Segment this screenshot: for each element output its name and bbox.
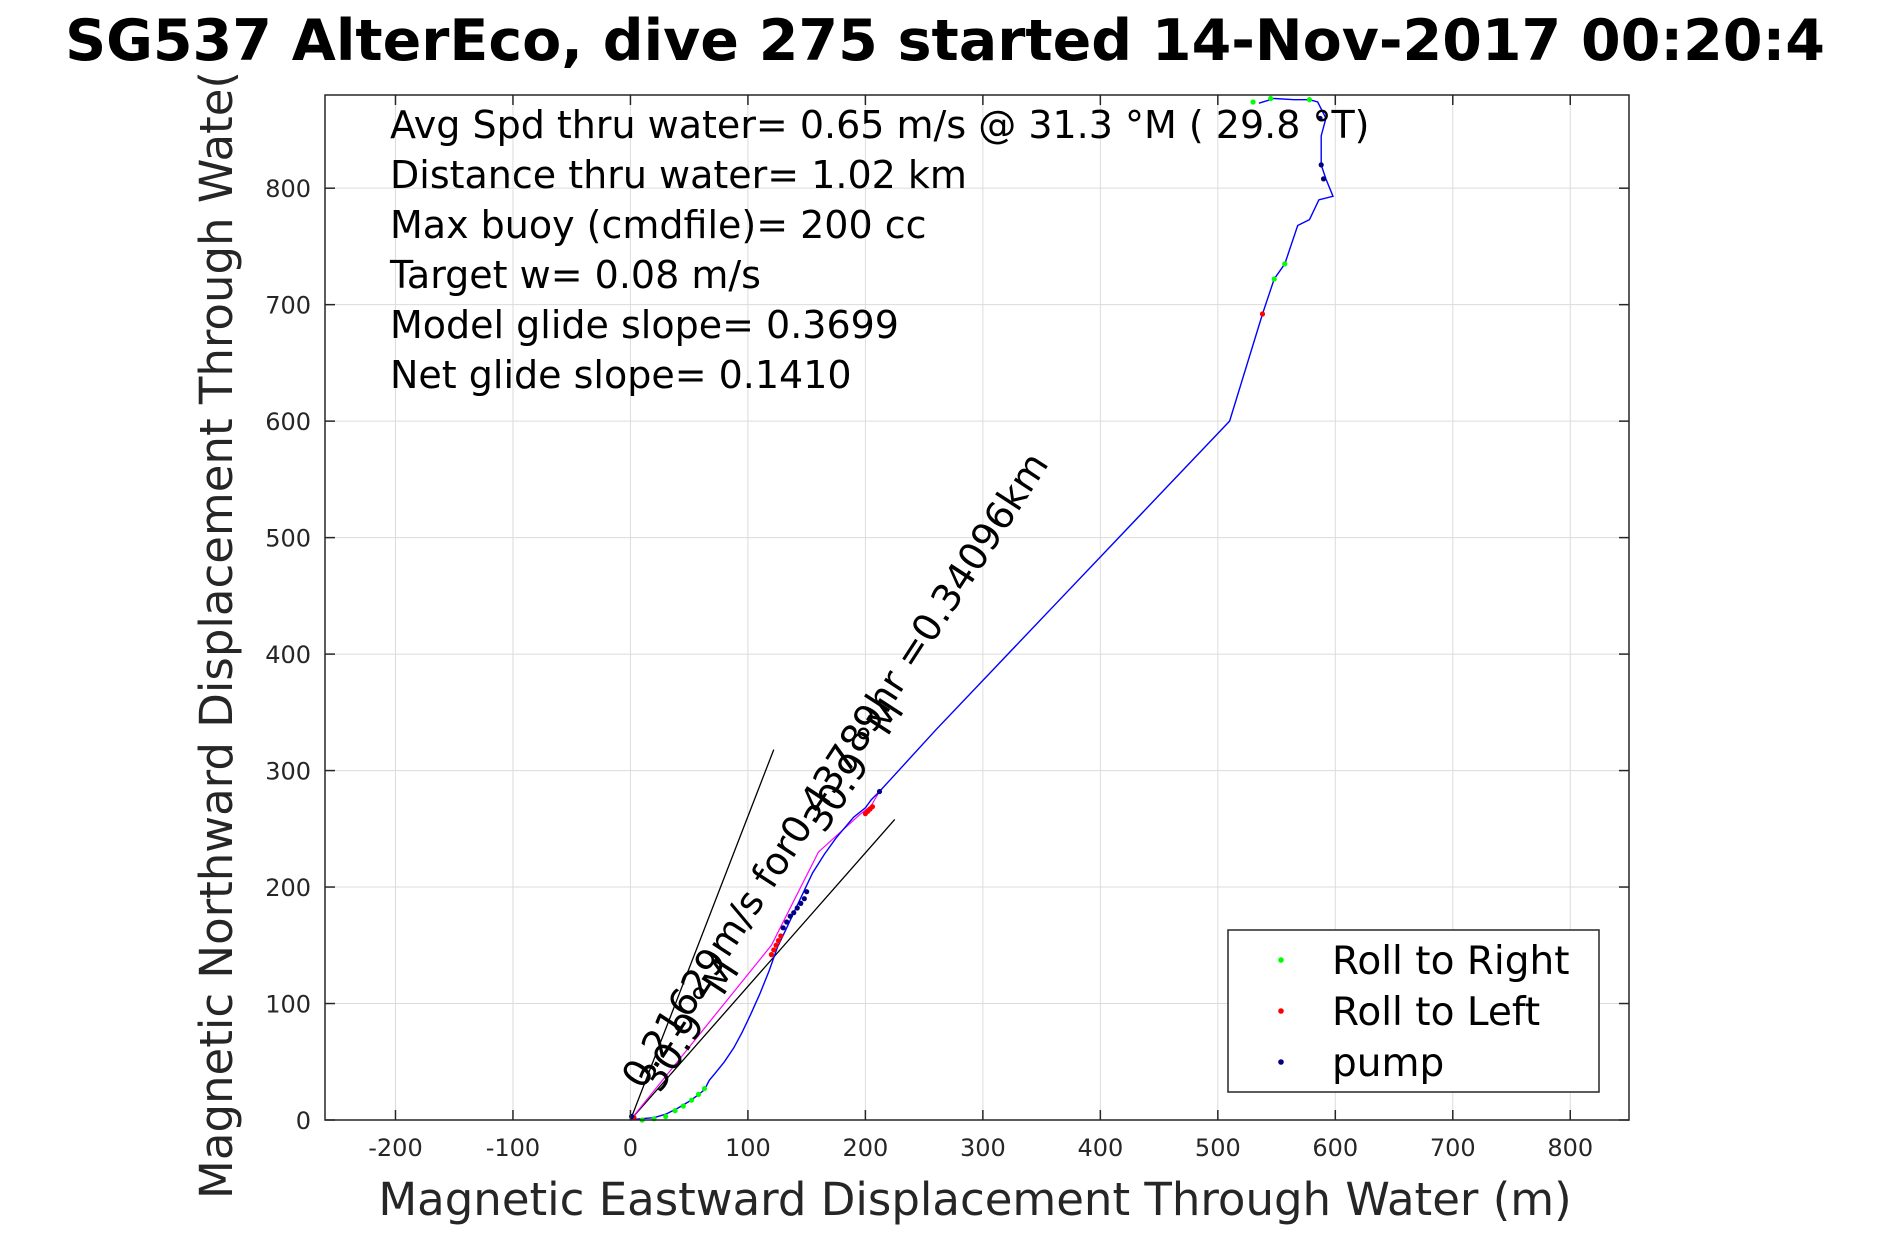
reference-line [629,749,775,1121]
info-line: Target w= 0.08 m/s [389,253,761,297]
legend-label: pump [1332,1041,1444,1086]
y-axis-label: Magnetic Northward Displacement Through … [190,71,243,1199]
marker-roll-to-right [1250,99,1256,105]
info-line: Avg Spd thru water= 0.65 m/s @ 31.3 °M (… [390,103,1370,147]
legend-label: Roll to Right [1332,939,1570,984]
marker-roll-to-left [773,942,779,948]
x-tick-label: 100 [725,1134,771,1162]
marker-pump [1320,176,1327,182]
marker-roll-to-left [869,804,876,810]
chart-title: SG537 AlterEco, dive 275 started 14-Nov-… [65,8,1825,74]
marker-roll-to-right [680,1103,686,1109]
x-tick-label: 500 [1195,1134,1241,1162]
y-tick-label: 0 [296,1107,311,1135]
y-tick-label: 800 [265,175,311,203]
marker-roll-to-left [1259,311,1266,317]
legend: Roll to Right Roll to Left pump [1227,929,1600,1093]
marker-pump [784,919,790,925]
marker-roll-to-right [701,1085,708,1092]
marker-pump [787,913,793,919]
marker-pump [798,900,804,906]
x-tick-label: -100 [486,1134,540,1162]
marker-roll-to-left [771,947,777,953]
info-line: Model glide slope= 0.3699 [390,303,899,347]
marker-roll-to-right [1282,261,1288,267]
x-tick-label: -200 [368,1134,422,1162]
reference-lines [629,749,896,1121]
marker-roll-to-left [775,938,782,944]
marker-roll-to-left [768,952,775,958]
plot-frame [324,94,1630,1121]
marker-roll-to-right [672,1108,678,1114]
x-tick-label: 200 [842,1134,888,1162]
marker-pump [876,788,883,795]
x-tick-label: 600 [1312,1134,1358,1162]
y-tick-label: 700 [265,292,311,320]
legend-marker [1278,957,1284,963]
y-tick-label: 600 [265,408,311,436]
y-tick-label: 500 [265,525,311,553]
marker-pump [804,889,810,895]
y-tick-label: 100 [265,991,311,1019]
x-tick-label: 0 [623,1134,638,1162]
marker-pump [801,896,807,902]
x-tick-label: 300 [960,1134,1006,1162]
marker-pump [794,905,800,911]
info-line: Distance thru water= 1.02 km [390,153,967,197]
info-line: Net glide slope= 0.1410 [390,353,852,397]
x-tick-label: 800 [1547,1134,1593,1162]
x-tick-label: 400 [1077,1134,1123,1162]
marker-roll-to-right [663,1113,669,1120]
marker-pump [1318,162,1324,168]
y-tick-label: 300 [265,758,311,786]
ticks: -200 -100 0 100 200 300 400 500 600 700 800 0 100 200… [265,95,1629,1162]
legend-marker [1278,1008,1284,1014]
x-axis-label: Magnetic Eastward Displacement Through W… [378,1173,1571,1226]
info-text: Avg Spd thru water= 0.65 m/s @ 31.3 °M (… [389,103,1370,397]
marker-pump [780,925,786,931]
reference-line [629,819,896,1121]
marker-roll-to-right [695,1091,702,1097]
x-tick-label: 700 [1430,1134,1476,1162]
y-tick-label: 400 [265,641,311,669]
legend-marker [1278,1059,1284,1065]
marker-roll-to-right [1271,276,1277,282]
legend-label: Roll to Left [1332,990,1540,1035]
marker-roll-to-right [1306,97,1313,103]
info-line: Max buoy (cmdfile)= 200 cc [390,203,927,247]
y-tick-label: 200 [265,874,311,902]
marker-roll-to-right [1268,95,1274,102]
marker-roll-to-left [778,933,784,939]
legend-box [1227,929,1600,1093]
markers [629,95,1327,1123]
marker-pump [1317,115,1323,121]
marker-pump [791,910,797,916]
marker-roll-to-right [688,1097,695,1103]
